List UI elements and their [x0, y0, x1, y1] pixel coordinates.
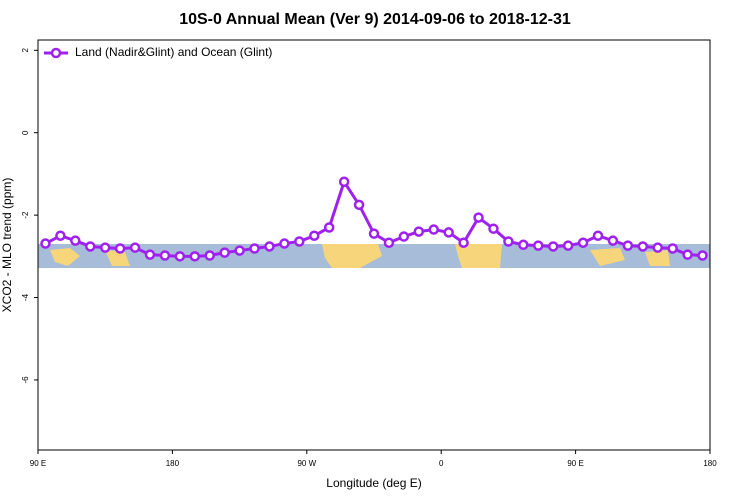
point — [219, 247, 230, 258]
point — [159, 250, 171, 261]
point — [323, 222, 335, 233]
point — [204, 250, 215, 261]
chart-title: 10S-0 Annual Mean (Ver 9) 2014-09-06 to … — [179, 11, 571, 28]
point — [309, 230, 320, 241]
point — [174, 251, 186, 262]
point — [652, 242, 663, 253]
point — [503, 236, 514, 247]
y-tick-label: 2 — [21, 48, 30, 53]
point — [234, 245, 245, 256]
point — [607, 235, 619, 246]
point — [129, 242, 141, 253]
y-tick-label: -4 — [21, 293, 30, 301]
x-tick-label: 90 W — [297, 459, 316, 468]
point — [99, 242, 111, 253]
point — [368, 228, 380, 239]
x-axis-label: Longitude (deg E) — [326, 476, 421, 490]
point — [279, 238, 290, 249]
point — [189, 251, 201, 262]
point — [488, 223, 499, 234]
point — [55, 230, 66, 241]
point — [428, 224, 439, 235]
x-tick-label: 90 E — [30, 459, 46, 468]
point — [114, 243, 126, 254]
point — [144, 249, 156, 260]
plot-frame — [37, 39, 711, 451]
x-tick-label: 180 — [166, 459, 180, 468]
point — [264, 241, 275, 252]
point — [413, 226, 425, 237]
y-tick-label: 0 — [21, 130, 30, 135]
point — [249, 243, 260, 254]
y-tick-label: -6 — [21, 376, 30, 384]
point — [70, 235, 81, 246]
y-tick-label: -2 — [21, 211, 30, 219]
point — [667, 243, 678, 254]
point — [622, 240, 634, 251]
point — [697, 250, 708, 261]
point — [473, 212, 484, 223]
point — [85, 241, 96, 252]
x-tick-label: 90 E — [567, 459, 583, 468]
point — [562, 240, 574, 251]
point — [592, 230, 604, 241]
x-tick-label: 180 — [703, 459, 717, 468]
point — [533, 240, 544, 251]
legend-label: Land (Nadir&Glint) and Ocean (Glint) — [75, 45, 272, 59]
point — [443, 227, 454, 238]
point — [294, 236, 305, 247]
x-tick-label: 0 — [439, 459, 444, 468]
point — [518, 239, 529, 251]
point — [40, 238, 51, 249]
point — [353, 199, 365, 211]
point — [458, 237, 469, 248]
point — [398, 231, 410, 242]
legend-marker — [50, 47, 62, 59]
point — [637, 241, 649, 252]
point — [577, 237, 589, 248]
point — [682, 249, 693, 260]
y-axis-label: XCO2 - MLO trend (ppm) — [0, 178, 14, 313]
point — [383, 237, 395, 248]
point — [338, 176, 350, 187]
point — [547, 241, 559, 252]
